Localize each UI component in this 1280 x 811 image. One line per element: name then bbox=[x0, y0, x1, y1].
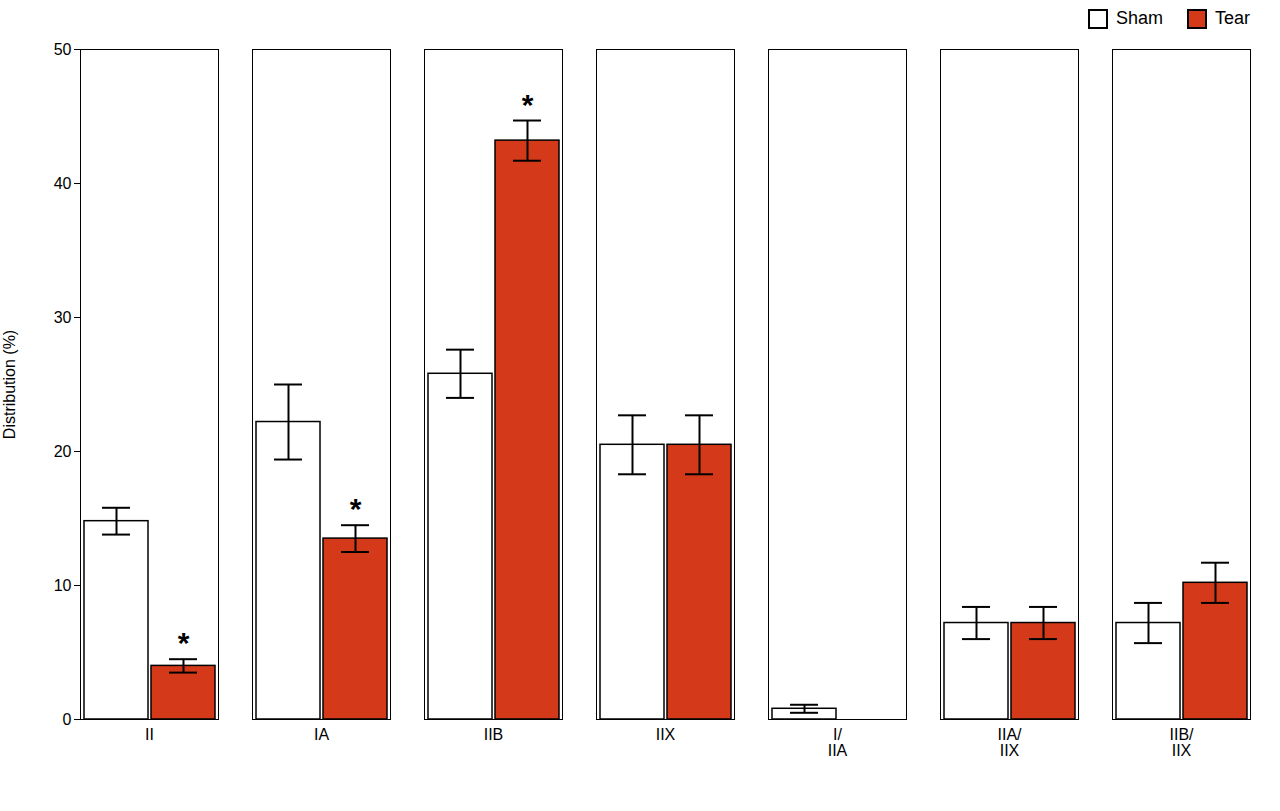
svg-text:*: * bbox=[350, 492, 362, 525]
svg-text:40: 40 bbox=[54, 175, 72, 192]
svg-text:30: 30 bbox=[54, 309, 72, 326]
svg-text:0: 0 bbox=[63, 711, 72, 728]
svg-text:IIB/IIX: IIB/IIX bbox=[1169, 726, 1194, 759]
html-text:Tear: Tear bbox=[1215, 8, 1250, 28]
svg-text:IIB: IIB bbox=[484, 726, 504, 743]
svg-text:II: II bbox=[145, 726, 154, 743]
svg-text:IIX: IIX bbox=[656, 726, 676, 743]
svg-text:IIA/IIX: IIA/IIX bbox=[997, 726, 1022, 759]
svg-text:Distribution (%): Distribution (%) bbox=[1, 330, 18, 439]
html-text:Sham: Sham bbox=[1116, 8, 1163, 28]
svg-text:*: * bbox=[178, 626, 190, 659]
svg-text:20: 20 bbox=[54, 443, 72, 460]
svg-text:50: 50 bbox=[54, 41, 72, 58]
svg-text:*: * bbox=[522, 88, 534, 121]
svg-text:10: 10 bbox=[54, 577, 72, 594]
svg-text:I/IIA: I/IIA bbox=[828, 726, 848, 759]
svg-text:IA: IA bbox=[314, 726, 329, 743]
